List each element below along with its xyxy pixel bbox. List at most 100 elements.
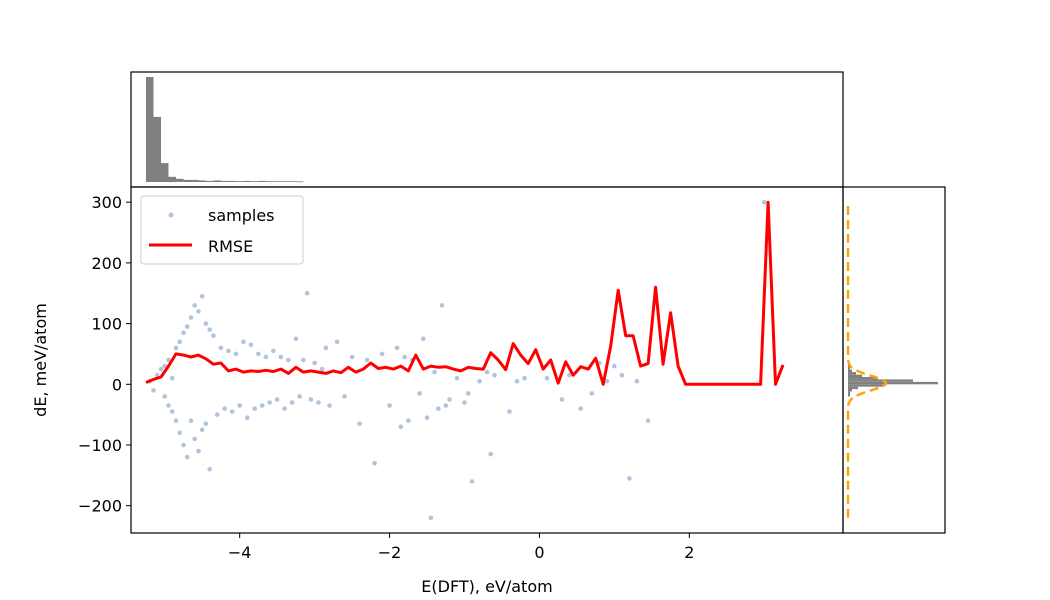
scatter-point (158, 366, 164, 372)
scatter-point (319, 366, 325, 372)
scatter-point (402, 354, 407, 360)
right-histogram-bar (848, 366, 850, 370)
top-histogram-bar (198, 180, 206, 182)
top-histogram-bar (235, 181, 244, 182)
top-histogram-bar (273, 181, 281, 182)
scatter-point (252, 406, 257, 411)
legend-frame (140, 195, 304, 265)
top-panel-frame (130, 71, 844, 188)
scatter-point (387, 403, 392, 408)
scatter-point (181, 442, 186, 448)
right-histogram-bar (848, 391, 850, 397)
scatter-point (634, 378, 640, 384)
scatter-point (244, 415, 250, 421)
scatter-point (477, 378, 482, 384)
x-tick-label: −2 (378, 543, 402, 562)
scatter-point (151, 388, 156, 393)
right-histogram-bar (848, 372, 856, 375)
scatter-point (229, 409, 235, 414)
top-histogram-bar (183, 179, 191, 182)
scatter-point (222, 406, 227, 411)
scatter-point (604, 378, 610, 384)
y-tick-label: 100 (91, 315, 122, 334)
scatter-point (192, 303, 197, 308)
scatter-point (169, 375, 175, 381)
scatter-point (207, 467, 212, 472)
top-histogram-bar (295, 181, 304, 183)
legend-rmse-label: RMSE (208, 237, 253, 256)
right-histogram-bar (848, 369, 852, 373)
scatter-point (274, 397, 280, 402)
scatter-point (173, 418, 179, 424)
scatter-point (514, 378, 520, 384)
right-histogram-bar (848, 377, 878, 380)
scatter-point (177, 339, 182, 345)
scatter-point (293, 336, 299, 342)
scatter-point (439, 303, 445, 308)
right-histogram-bar (848, 381, 938, 385)
rmse-line (145, 200, 785, 386)
right-marginal-histogram (842, 186, 946, 534)
legend-samples-label: samples (208, 206, 275, 225)
scatter-point (589, 391, 595, 396)
scatter-point (619, 372, 625, 378)
scatter-point (323, 345, 329, 351)
scatter-point (211, 333, 216, 339)
scatter-point (218, 345, 224, 351)
scatter-point (507, 409, 512, 414)
scatter-point (192, 436, 197, 442)
scatter-point (297, 394, 302, 399)
scatter-point (267, 400, 273, 405)
top-histogram-bar (288, 181, 296, 182)
scatter-point (327, 403, 332, 408)
scatter-point (282, 406, 287, 411)
scatter-point (762, 199, 767, 205)
scatter-point (342, 394, 347, 399)
scatter-point (421, 336, 426, 342)
y-axis-title: dE, meV/atom (31, 303, 50, 417)
scatter-point (364, 357, 370, 363)
scatter-point (184, 324, 190, 329)
scatter-point (484, 369, 490, 375)
scatter-point (462, 400, 467, 405)
scatter-point (286, 357, 291, 363)
legend: samples RMSE (140, 195, 304, 265)
top-histogram-bar (168, 176, 176, 183)
scatter-point (424, 415, 430, 421)
scatter-point (559, 397, 565, 402)
scatter-point (166, 357, 171, 363)
right-histogram-bar (848, 384, 883, 387)
scatter-point (181, 330, 186, 336)
top-histogram-bar (205, 180, 214, 182)
top-histogram-bar (153, 116, 161, 182)
scatter-point (379, 351, 385, 357)
scatter-point (162, 394, 167, 399)
scatter-point (237, 403, 242, 408)
legend-samples-marker (168, 212, 174, 218)
right-histogram-bar (848, 374, 862, 377)
scatter-point (241, 339, 246, 345)
scatter-point (169, 409, 175, 414)
top-histogram-bar (213, 180, 221, 182)
scatter-point (398, 424, 404, 430)
scatter-point (301, 357, 306, 363)
right-gaussian-fit (846, 202, 888, 518)
right-histogram-bar (848, 386, 858, 390)
scatter-point (188, 418, 194, 424)
scatter-point (612, 363, 617, 369)
y-tick-label: 300 (91, 193, 122, 212)
scatter-point (203, 421, 209, 427)
scatter-point (357, 421, 362, 427)
top-histogram-bar (265, 181, 274, 182)
scatter-point (334, 339, 340, 345)
top-histogram-bar (280, 181, 289, 182)
top-histogram-bar (176, 178, 184, 182)
scatter-point (199, 294, 205, 299)
right-histogram-bar (848, 387, 852, 392)
scatter-point (544, 375, 550, 381)
y-tick-label: 0 (112, 375, 122, 394)
top-histogram-bar (228, 180, 236, 182)
scatter-point (214, 412, 220, 417)
scatter-point (627, 476, 632, 481)
scatter-point (166, 403, 171, 408)
